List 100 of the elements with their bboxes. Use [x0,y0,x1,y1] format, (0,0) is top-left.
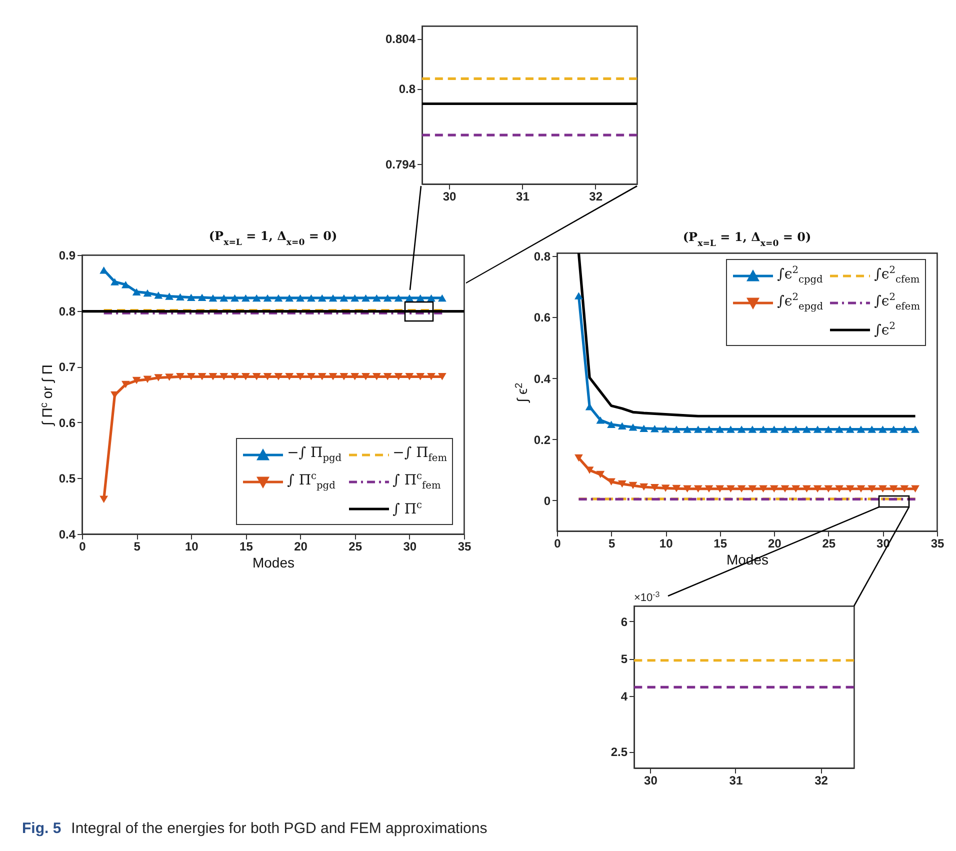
point [704,426,714,433]
x-tick-label: 5 [134,540,141,554]
point [835,426,844,433]
point [100,496,108,504]
point [372,294,381,302]
point [672,484,681,492]
point [394,294,403,302]
point [889,485,898,492]
point [274,294,283,302]
point [362,294,370,302]
point [574,292,583,300]
text: Integral of the energies for both PGD and FEM approximations [71,820,488,837]
x-tick-label: 5 [608,536,616,550]
point [824,426,833,433]
x-tick-label: 20 [294,540,308,554]
point [737,426,746,433]
y-tick-label: 0.4 [58,528,76,542]
point [900,485,909,492]
y-tick-label: 2.5 [610,745,628,760]
point [328,373,338,380]
x-tick-label: 0 [79,540,86,554]
point [154,292,163,299]
point [628,424,638,431]
point [683,426,692,433]
point [856,426,866,433]
point [694,426,702,433]
point [230,294,239,302]
point [596,470,605,478]
x-tick-label: 31 [729,774,743,788]
x-tick-label: 30 [403,540,417,554]
point [759,426,768,433]
point [242,294,250,302]
point [640,424,648,432]
point [661,484,670,492]
point [296,373,304,380]
chart-title: (P$_{x=L}$ = 1, Δ$_{x=0}$ = 0) [208,229,338,248]
x-tick-label: 35 [458,540,472,554]
point [889,426,898,433]
point [154,374,163,382]
point [770,485,778,492]
x-tick-label: 15 [714,536,728,550]
x-tick-label: 20 [768,536,782,550]
point [813,485,822,492]
y-tick-label: 0.794 [385,157,416,172]
point [759,485,768,492]
point [737,485,746,492]
point [824,485,833,492]
point [640,483,648,491]
point [143,289,152,297]
point [802,426,811,433]
point [372,373,381,380]
point [208,294,218,302]
point [792,426,800,433]
point [607,420,616,428]
point [628,482,638,490]
point [318,373,326,380]
point [835,485,844,492]
chart-title: (P$_{x=L}$ = 1, Δ$_{x=0}$ = 0) [682,230,812,249]
point [704,485,714,492]
point [650,484,659,492]
point [683,485,692,492]
point [427,294,436,302]
y-tick-label: 0.2 [534,432,551,447]
point [878,485,887,492]
point [813,426,822,433]
y-tick-label: 0.4 [534,372,551,386]
point [274,373,283,380]
point [143,376,152,384]
point [802,485,811,492]
y-tick-label: 0.8 [398,82,416,96]
point [438,373,446,380]
point [350,373,360,380]
x-tick-label: 25 [348,540,362,554]
point [383,373,392,380]
point [362,373,370,380]
legend-label: −∫ Π$_{pgd}$ [287,445,342,464]
x-tick-label: 32 [589,190,603,204]
caption: Fig. 5 [22,820,62,837]
x-tick-label: 0 [554,536,562,550]
text: ×10$^{-3}$ [634,590,660,604]
point [748,426,757,433]
legend-label: −∫ Π$_{fem}$ [392,445,447,464]
x-tick-label: 30 [644,774,658,788]
point [383,294,392,302]
point [340,294,348,302]
point [186,294,196,302]
legend-label: ∫ϵ$^{2}$ [874,320,896,338]
point [263,373,272,380]
point [416,294,425,302]
x-tick-label: 35 [930,536,944,550]
point [220,373,228,380]
x-axis-title: Modes [252,554,295,570]
point [911,426,920,433]
y-tick-label: 0.9 [58,248,76,262]
point [846,485,854,492]
point [307,373,316,380]
point [296,294,304,302]
point [427,373,436,380]
point [132,288,141,296]
point [208,373,218,380]
